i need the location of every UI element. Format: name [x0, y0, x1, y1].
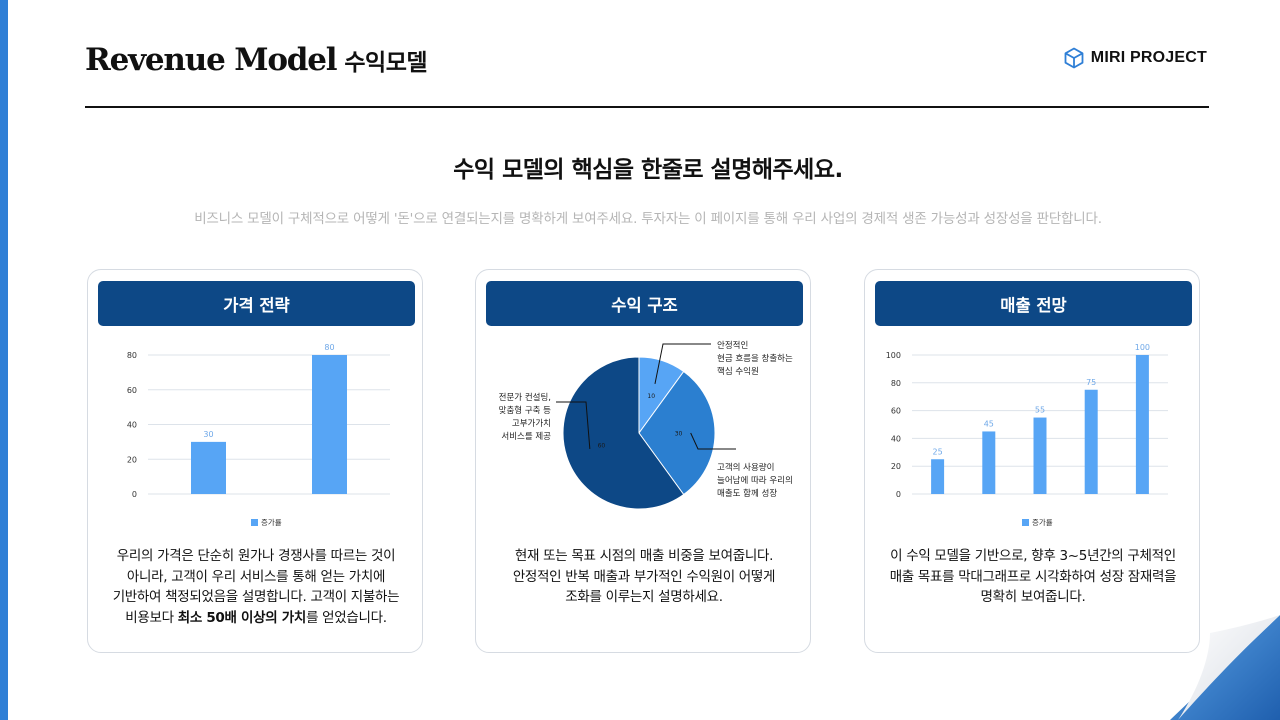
forecast-bar-chart: 0 20 40 60 80 100 25 45 55 75 100 증가률: [886, 343, 1168, 527]
bar-value-label: 75: [1086, 378, 1096, 387]
bar-value-label: 30: [203, 430, 213, 439]
header-divider: [85, 106, 1209, 108]
card-description: 우리의 가격은 단순히 원가나 경쟁사를 따르는 것이 아니라, 고객이 우리 …: [98, 546, 414, 628]
y-tick-label: 40: [127, 421, 137, 430]
legend-swatch: [1022, 519, 1029, 526]
card-sales-forecast: 매출 전망 0 20 40 60 80 100 25 45 55 75 100 증가률 이 수익 모델…: [864, 269, 1200, 653]
card-header: 가격 전략: [98, 281, 415, 326]
pie-annotation: 고부가가치: [512, 419, 551, 429]
pie-annotation: 핵심 수익원: [717, 366, 759, 377]
text-line: 조화를 이루는지 설명하세요.: [565, 589, 723, 605]
text-emphasis: 최소 50배 이상의 가치: [177, 609, 307, 626]
pie-slice-label: 30: [675, 431, 683, 438]
card-pricing-strategy: 가격 전략 0 20 40 60 80 30 80 증가률 우리의 가격은 단순히 원가나 경…: [87, 269, 423, 653]
bar-value-label: 80: [324, 343, 334, 352]
text-line: 안정적인 반복 매출과 부가적인 수익원이 어떻게: [512, 568, 776, 585]
pie-annotation: 현금 흐름을 창출하는: [717, 353, 793, 364]
card-header: 매출 전망: [875, 281, 1192, 326]
subheadline: 비즈니스 모델이 구체적으로 어떻게 '돈'으로 연결되는지를 명확하게 보여주…: [194, 211, 1102, 227]
y-tick-label: 100: [886, 351, 901, 360]
card-description: 현재 또는 목표 시점의 매출 비중을 보여줍니다. 안정적인 반복 매출과 부…: [486, 546, 802, 608]
left-accent-bar: [0, 0, 8, 720]
bar-value-label: 55: [1035, 406, 1045, 415]
brand-logo: MIRI PROJECT: [1064, 47, 1207, 69]
card-header: 수익 구조: [486, 281, 803, 326]
page-title-ko: 수익모델: [344, 50, 428, 76]
card-description: 이 수익 모델을 기반으로, 향후 3~5년간의 구체적인 매출 목표를 막대그…: [875, 546, 1191, 608]
bar: [191, 441, 226, 494]
text-line: 를 얻었습니다.: [306, 609, 387, 626]
page-title: Revenue Model 수익모델: [85, 42, 428, 78]
pie-annotation: 안정적인: [717, 340, 748, 351]
legend-swatch: [251, 519, 258, 526]
bar: [1135, 355, 1149, 494]
pie-slice-label: 10: [647, 393, 655, 400]
y-tick-label: 0: [896, 490, 901, 499]
page-title-en: Revenue Model: [85, 42, 338, 78]
brand-name: MIRI PROJECT: [1090, 49, 1207, 66]
text-line: 비용보다: [125, 609, 178, 626]
pie-annotation: 늘어남에 따라 우리의: [717, 475, 793, 486]
pie-annotation: 서비스를 제공: [501, 432, 551, 442]
bar-value-label: 100: [1135, 343, 1150, 352]
cube-logo-icon: [1064, 47, 1084, 69]
leader-line: [556, 401, 591, 450]
bar: [982, 431, 996, 494]
text-line: 매출 목표를 막대그래프로 시각화하여 성장 잠재력을: [889, 568, 1177, 585]
bar-value-label: 45: [984, 419, 994, 428]
pie-slice-label: 60: [598, 443, 606, 450]
bar: [1084, 389, 1098, 494]
pricing-bar-chart: 0 20 40 60 80 30 80 증가률: [127, 343, 390, 527]
legend-label: 증가률: [261, 518, 282, 527]
leader-line: [654, 343, 711, 384]
pie-annotation: 매출도 함께 성장: [717, 488, 777, 499]
y-tick-label: 40: [891, 434, 901, 443]
y-tick-label: 80: [891, 379, 901, 388]
page-curl-decoration: [1170, 615, 1280, 720]
bar: [931, 459, 945, 494]
y-tick-label: 80: [127, 351, 137, 360]
text-line: 기반하여 책정되었음을 설명합니다. 고객이 지불하는: [112, 589, 400, 605]
pie-annotation: 고객의 사용량이: [717, 462, 774, 473]
pie-slice: [562, 356, 685, 510]
pie-slice: [638, 370, 716, 496]
text-line: 현재 또는 목표 시점의 매출 비중을 보여줍니다.: [514, 548, 774, 564]
pie-annotation: 전문가 컨설팅,: [499, 392, 551, 403]
pie-annotation: 맞춤형 구축 등: [499, 405, 552, 416]
text-line: 우리의 가격은 단순히 원가나 경쟁사를 따르는 것이: [116, 548, 396, 564]
text-line: 아니라, 고객이 우리 서비스를 통해 얻는 가치에: [126, 568, 386, 585]
legend-label: 증가률: [1032, 518, 1053, 527]
bar: [312, 355, 347, 494]
y-tick-label: 0: [132, 490, 137, 499]
bar-value-label: 25: [933, 447, 943, 456]
text-line: 명확히 보여줍니다.: [980, 589, 1086, 605]
leader-line: [690, 432, 736, 450]
bar: [1033, 417, 1047, 494]
y-tick-label: 60: [127, 386, 137, 395]
y-tick-label: 20: [891, 462, 901, 471]
y-tick-label: 60: [891, 407, 901, 416]
y-tick-label: 20: [127, 455, 137, 464]
headline: 수익 모델의 핵심을 한줄로 설명해주세요.: [453, 157, 843, 183]
text-line: 이 수익 모델을 기반으로, 향후 3~5년간의 구체적인: [890, 548, 1176, 564]
